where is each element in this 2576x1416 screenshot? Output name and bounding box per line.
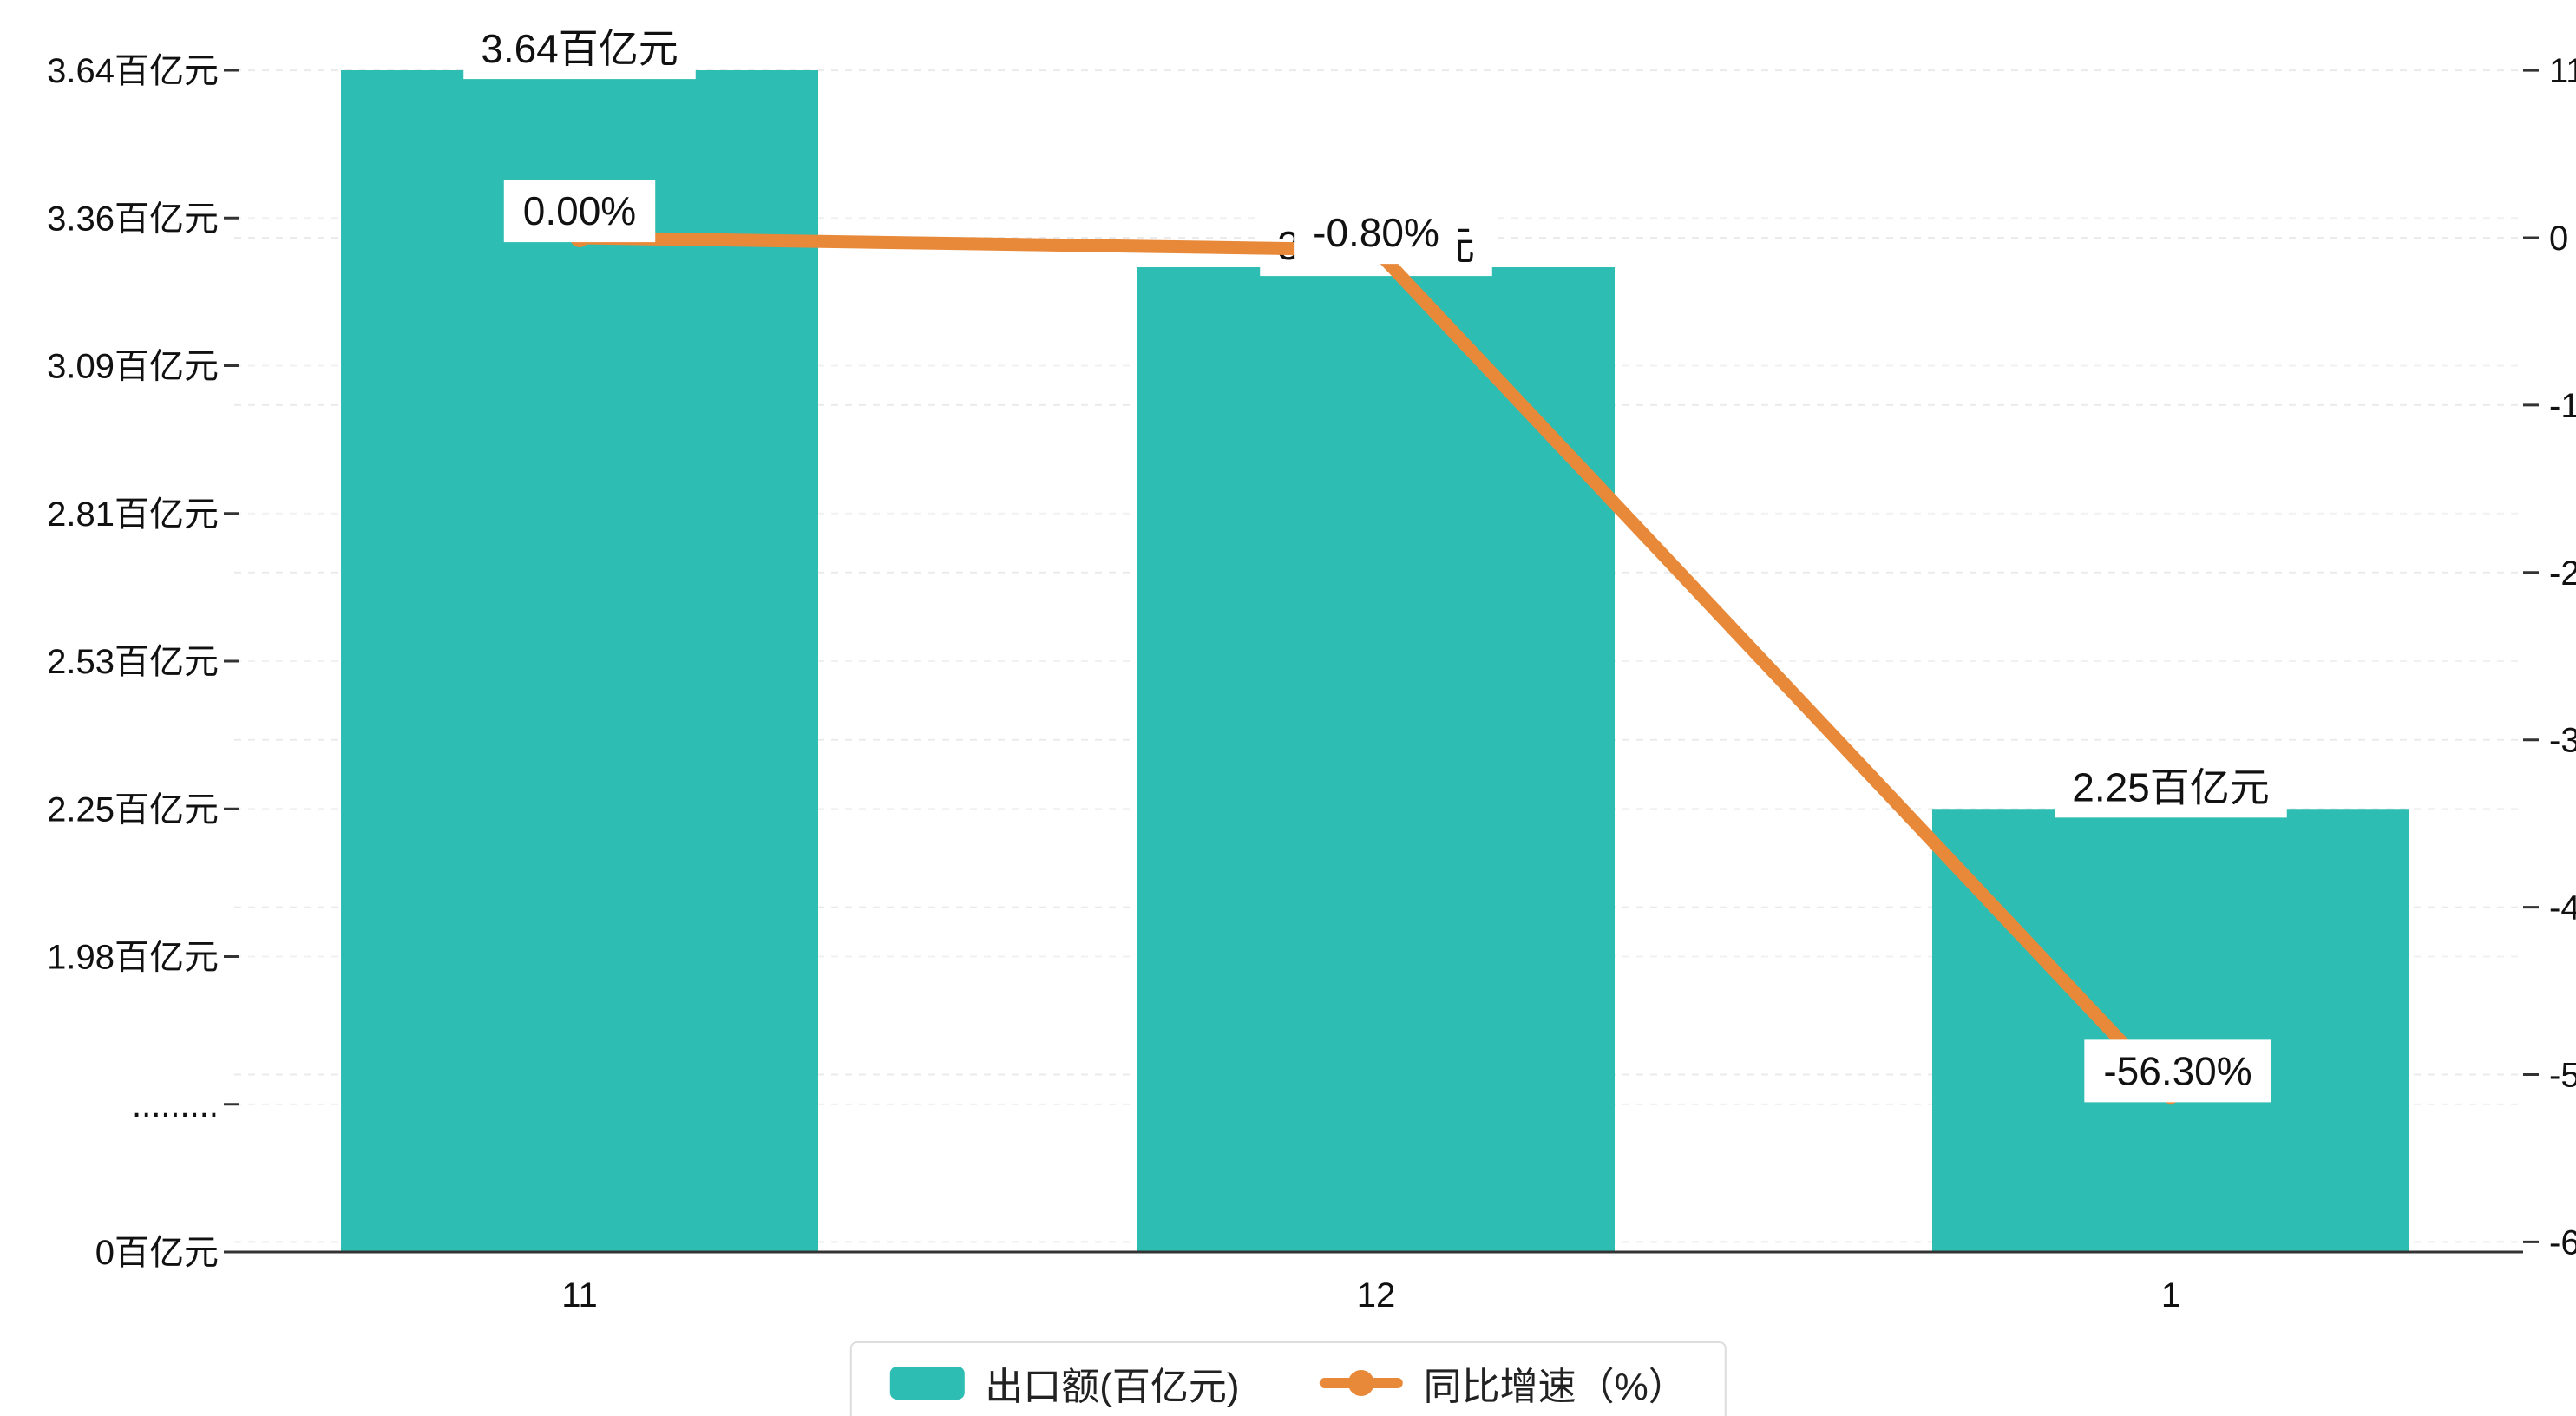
y2-axis-label: -22 (2549, 554, 2576, 593)
x-axis-label: 11 (561, 1276, 598, 1314)
line-swatch-dot (1347, 1370, 1374, 1396)
bar-value-label: 2.25百亿元 (2072, 764, 2270, 810)
growth-value-label: -0.80% (1313, 210, 1439, 255)
legend: 出口额(百亿元) 同比增速（%） (849, 1341, 1727, 1416)
bar-value-label: 3.64百亿元 (481, 26, 678, 71)
y2-axis-label: -33 (2549, 722, 2576, 760)
legend-item-export[interactable]: 出口额(百亿元) (889, 1355, 1240, 1411)
y-axis-label: ......... (132, 1086, 219, 1124)
legend-item-growth[interactable]: 同比增速（%） (1319, 1355, 1687, 1411)
bar-value-label-bg (2055, 757, 2287, 818)
y-axis-label: 3.36百亿元 (47, 200, 219, 238)
bar-month-12[interactable] (1137, 267, 1615, 1252)
growth-value-label: 0.00% (523, 188, 636, 233)
bar-month-1[interactable] (1932, 809, 2409, 1252)
y-axis-label: 3.09百亿元 (47, 348, 219, 386)
y-axis-label: 2.53百亿元 (47, 643, 219, 681)
growth-value-label: -56.30% (2103, 1048, 2252, 1093)
y-axis-label: 2.81百亿元 (47, 495, 219, 534)
y-axis-label: 0百亿元 (95, 1234, 219, 1272)
y-axis-label: 1.98百亿元 (47, 939, 219, 977)
x-axis-label: 1 (2161, 1276, 2180, 1314)
y2-axis-label: 0 (2549, 220, 2568, 258)
line-series-swatch-icon (1319, 1366, 1403, 1400)
x-axis-label: 12 (1357, 1276, 1396, 1314)
legend-label-growth: 同比增速（%） (1423, 1366, 1687, 1408)
growth-value-label-bg (1294, 201, 1458, 265)
bar-value-label-bg (463, 18, 696, 80)
growth-value-label-bg (2084, 1039, 2271, 1103)
y2-axis-label: -66 (2549, 1223, 2576, 1262)
y2-axis-label: 11 (2549, 52, 2576, 90)
y2-axis-label: -44 (2549, 889, 2576, 928)
y2-axis-label: -11 (2549, 387, 2576, 425)
y-axis-label: 3.64百亿元 (47, 52, 219, 90)
y-axis-label: 2.25百亿元 (47, 790, 219, 829)
bar-month-11[interactable] (341, 70, 818, 1252)
legend-label-export: 出口额(百亿元) (985, 1366, 1240, 1408)
growth-value-label-bg (503, 180, 656, 243)
y2-axis-label: -55 (2549, 1056, 2576, 1094)
bar-series-swatch-icon (889, 1367, 965, 1400)
